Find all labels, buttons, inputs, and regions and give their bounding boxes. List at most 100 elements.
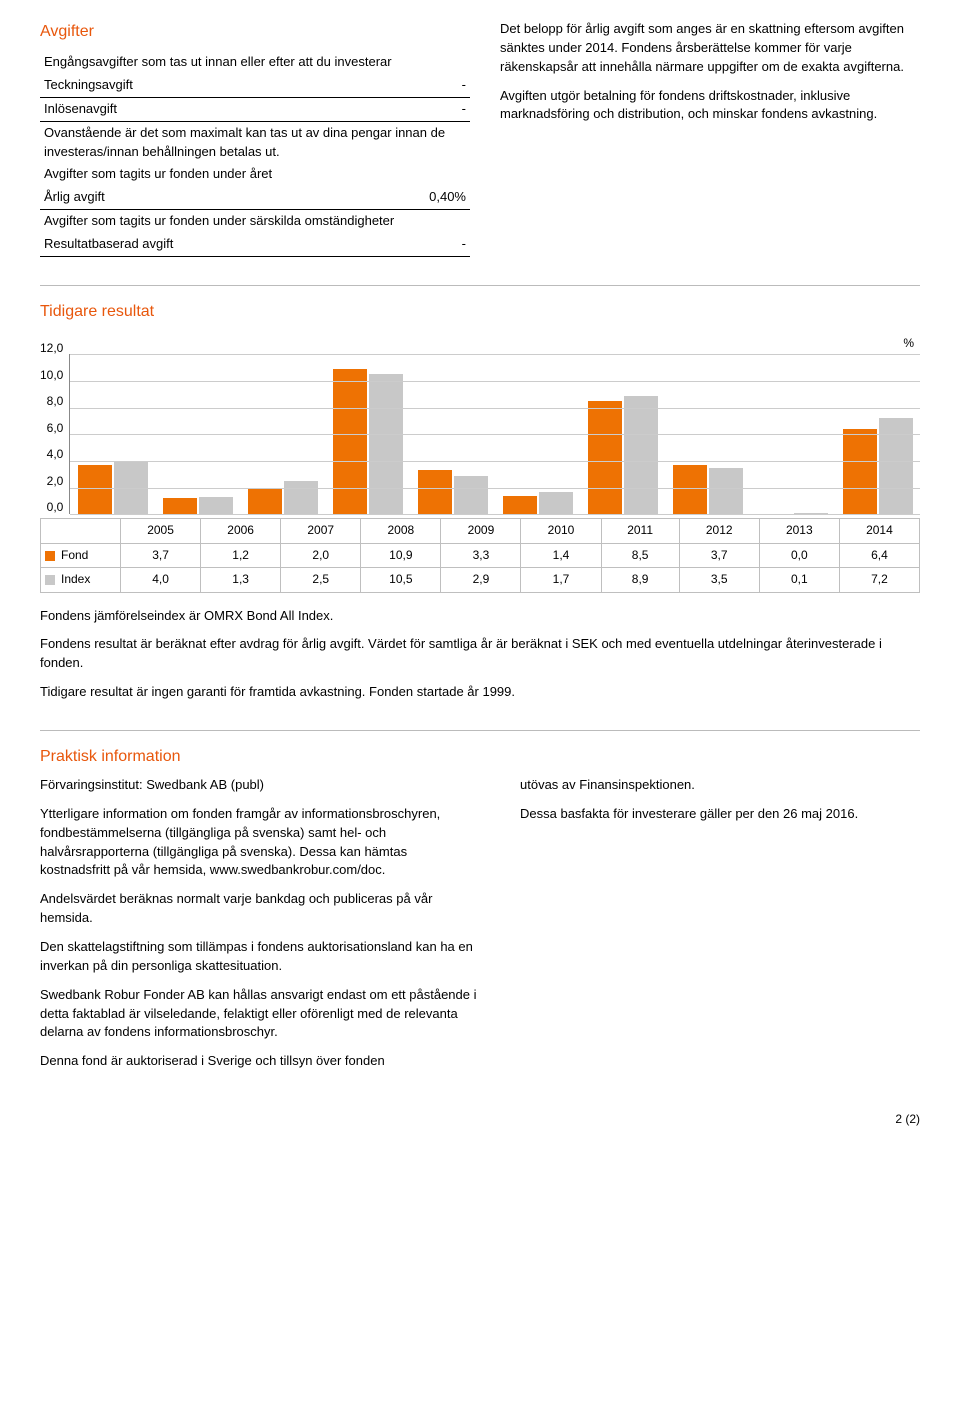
practical-r1: utövas av Finansinspektionen. bbox=[520, 776, 920, 795]
data-cell: 8,5 bbox=[601, 543, 679, 567]
data-cell: 1,4 bbox=[521, 543, 601, 567]
results-p1: Fondens jämförelseindex är OMRX Bond All… bbox=[40, 607, 920, 626]
results-p2: Fondens resultat är beräknat efter avdra… bbox=[40, 635, 920, 673]
data-cell: 7,2 bbox=[839, 568, 919, 592]
bar-fond bbox=[673, 465, 707, 514]
fees-right-p2: Avgiften utgör betalning för fondens dri… bbox=[500, 87, 920, 125]
y-tick: 2,0 bbox=[47, 481, 64, 482]
separator bbox=[40, 730, 920, 731]
grid-line bbox=[70, 408, 920, 409]
data-table-year: 2008 bbox=[361, 519, 441, 543]
fees-sub3: Avgifter som tagits ur fonden under särs… bbox=[40, 210, 470, 233]
data-table-year: 2012 bbox=[679, 519, 759, 543]
bar-index bbox=[709, 468, 743, 515]
y-tick: 10,0 bbox=[40, 375, 63, 376]
practical-title: Praktisk information bbox=[40, 745, 920, 768]
fee-inl-label: Inlösenavgift bbox=[40, 97, 360, 121]
legend-fond: Fond bbox=[41, 543, 121, 567]
data-cell: 1,7 bbox=[521, 568, 601, 592]
practical-left: Förvaringsinstitut: Swedbank AB (publ) Y… bbox=[40, 776, 480, 1081]
fees-left: Avgifter Engångsavgifter som tas ut inna… bbox=[40, 20, 470, 257]
practical-l3: Andelsvärdet beräknas normalt varje bank… bbox=[40, 890, 480, 928]
data-table-corner bbox=[41, 519, 121, 543]
data-cell: 3,5 bbox=[679, 568, 759, 592]
bar-fond bbox=[248, 488, 282, 515]
fee-inl-val: - bbox=[360, 97, 470, 121]
data-table-index-row: Index4,01,32,510,52,91,78,93,50,17,2 bbox=[41, 568, 920, 592]
fees-table: Engångsavgifter som tas ut innan eller e… bbox=[40, 51, 470, 257]
chart-area: 12,010,08,06,04,02,00,0 bbox=[40, 354, 920, 514]
data-cell: 2,5 bbox=[281, 568, 361, 592]
data-cell: 1,2 bbox=[201, 543, 281, 567]
fee-res-val: - bbox=[360, 233, 470, 256]
legend-index: Index bbox=[41, 568, 121, 592]
practical-l2: Ytterligare information om fonden framgå… bbox=[40, 805, 480, 880]
chart-plot bbox=[69, 354, 920, 514]
fees-right: Det belopp för årlig avgift som anges är… bbox=[500, 20, 920, 257]
bar-fond bbox=[163, 498, 197, 514]
grid-line bbox=[70, 381, 920, 382]
results-body: Fondens jämförelseindex är OMRX Bond All… bbox=[40, 607, 920, 702]
data-table-year: 2006 bbox=[201, 519, 281, 543]
bar-fond bbox=[503, 496, 537, 515]
data-cell: 3,7 bbox=[679, 543, 759, 567]
fees-right-p1: Det belopp för årlig avgift som anges är… bbox=[500, 20, 920, 77]
data-table-year: 2007 bbox=[281, 519, 361, 543]
chart-y-axis: 12,010,08,06,04,02,00,0 bbox=[40, 354, 69, 514]
bar-index bbox=[879, 418, 913, 514]
data-table-year: 2010 bbox=[521, 519, 601, 543]
data-cell: 0,1 bbox=[759, 568, 839, 592]
fee-arlig-label: Årlig avgift bbox=[40, 186, 360, 209]
fee-teck-val: - bbox=[360, 74, 470, 97]
data-cell: 2,0 bbox=[281, 543, 361, 567]
results-title: Tidigare resultat bbox=[40, 300, 920, 323]
data-cell: 3,7 bbox=[121, 543, 201, 567]
data-cell: 10,5 bbox=[361, 568, 441, 592]
y-tick: 12,0 bbox=[40, 348, 63, 349]
fees-sub1: Engångsavgifter som tas ut innan eller e… bbox=[40, 51, 470, 74]
grid-line bbox=[70, 434, 920, 435]
data-cell: 10,9 bbox=[361, 543, 441, 567]
bar-index bbox=[369, 374, 403, 514]
grid-line bbox=[70, 461, 920, 462]
fees-section: Avgifter Engångsavgifter som tas ut inna… bbox=[40, 20, 920, 257]
data-cell: 1,3 bbox=[201, 568, 281, 592]
data-table-year: 2013 bbox=[759, 519, 839, 543]
data-cell: 0,0 bbox=[759, 543, 839, 567]
practical-right: utövas av Finansinspektionen. Dessa basf… bbox=[520, 776, 920, 1081]
grid-line bbox=[70, 514, 920, 515]
bar-index bbox=[284, 481, 318, 514]
data-cell: 4,0 bbox=[121, 568, 201, 592]
data-cell: 6,4 bbox=[839, 543, 919, 567]
bar-fond bbox=[78, 465, 112, 514]
practical-section: Praktisk information Förvaringsinstitut:… bbox=[40, 745, 920, 1081]
fees-note1: Ovanstående är det som maximalt kan tas … bbox=[40, 121, 470, 163]
data-table-year: 2009 bbox=[441, 519, 521, 543]
bar-index bbox=[539, 492, 573, 515]
practical-r2: Dessa basfakta för investerare gäller pe… bbox=[520, 805, 920, 824]
bar-fond bbox=[843, 429, 877, 514]
y-tick: 4,0 bbox=[47, 454, 64, 455]
fee-teck-label: Teckningsavgift bbox=[40, 74, 360, 97]
chart: % 12,010,08,06,04,02,00,0 20052006200720… bbox=[40, 335, 920, 593]
fees-title: Avgifter bbox=[40, 20, 470, 43]
practical-l6: Denna fond är auktoriserad i Sverige och… bbox=[40, 1052, 480, 1071]
chart-data-table: 2005200620072008200920102011201220132014… bbox=[40, 518, 920, 592]
bar-fond bbox=[418, 470, 452, 514]
fee-arlig-val: 0,40% bbox=[360, 186, 470, 209]
grid-line bbox=[70, 354, 920, 355]
y-tick: 6,0 bbox=[47, 428, 64, 429]
grid-line bbox=[70, 488, 920, 489]
data-table-fond-row: Fond3,71,22,010,93,31,48,53,70,06,4 bbox=[41, 543, 920, 567]
separator bbox=[40, 285, 920, 286]
data-cell: 3,3 bbox=[441, 543, 521, 567]
bar-index bbox=[199, 497, 233, 514]
bar-index bbox=[454, 476, 488, 515]
fee-res-label: Resultatbaserad avgift bbox=[40, 233, 360, 256]
y-tick: 0,0 bbox=[47, 507, 64, 508]
data-table-year: 2011 bbox=[601, 519, 679, 543]
bar-fond bbox=[588, 401, 622, 514]
y-tick: 8,0 bbox=[47, 401, 64, 402]
practical-l5: Swedbank Robur Fonder AB kan hållas ansv… bbox=[40, 986, 480, 1043]
data-table-year: 2005 bbox=[121, 519, 201, 543]
